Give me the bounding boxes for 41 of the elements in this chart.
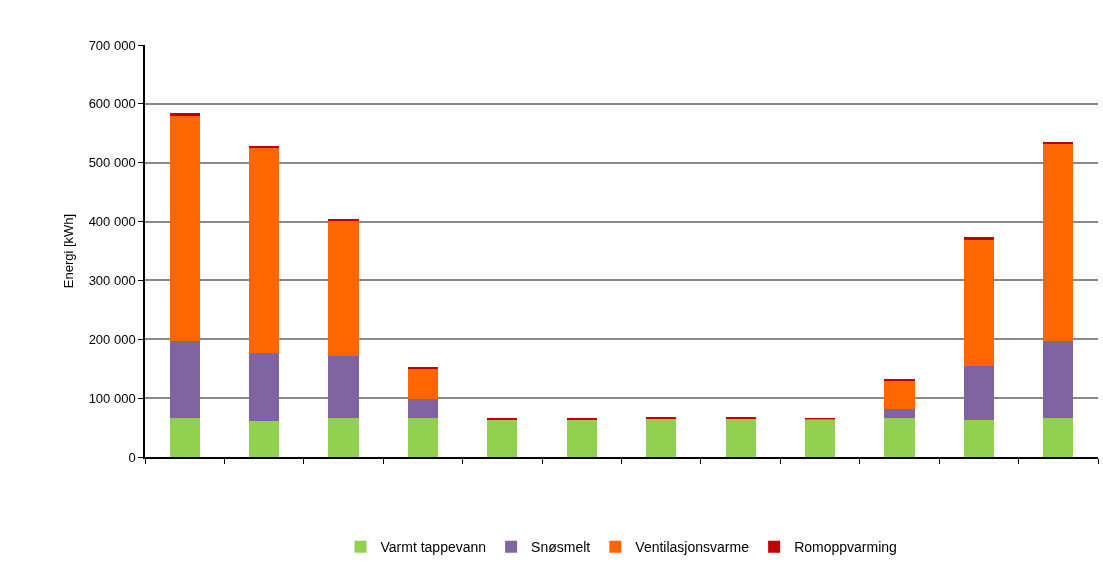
bar (1043, 341, 1074, 419)
y-tick-label: 600 000 (88, 96, 136, 112)
y-tick-label: 300 000 (88, 272, 136, 288)
legend-label: Varmt tappevann (380, 539, 487, 556)
bar (249, 353, 280, 422)
bar (169, 418, 200, 457)
bar (169, 116, 200, 342)
bar (884, 418, 915, 457)
y-tick-label: 0 (128, 449, 136, 465)
bar (963, 237, 994, 240)
bar (1043, 144, 1074, 342)
bar (963, 239, 994, 366)
bar (884, 378, 915, 381)
bar (169, 341, 200, 419)
bar (646, 418, 677, 457)
bar (884, 380, 915, 409)
y-tick-label: 400 000 (88, 214, 136, 230)
bar (407, 418, 439, 457)
bar (328, 418, 359, 457)
y-tick-label: 100 000 (88, 390, 136, 406)
legend-label: Snøsmelt (531, 539, 591, 556)
y-tick-label: 500 000 (88, 155, 136, 171)
bar (725, 418, 756, 457)
bar (566, 419, 597, 457)
bar (249, 147, 280, 354)
y-axis-title: Energi [kWh] (61, 213, 77, 289)
bar (407, 398, 439, 419)
legend-label: Romoppvarming (794, 539, 897, 556)
bar (884, 408, 915, 419)
y-tick-label: 700 000 (88, 37, 136, 53)
bar (963, 365, 994, 420)
bar (487, 419, 518, 457)
y-tick-label: 200 000 (88, 331, 136, 347)
bar (804, 419, 836, 457)
bar (407, 368, 439, 399)
bar (1043, 418, 1074, 457)
bar (249, 421, 280, 457)
bar (963, 419, 994, 457)
bar (328, 220, 359, 357)
bar (328, 356, 359, 419)
legend-label: Ventilasjonsvarme (635, 539, 750, 556)
